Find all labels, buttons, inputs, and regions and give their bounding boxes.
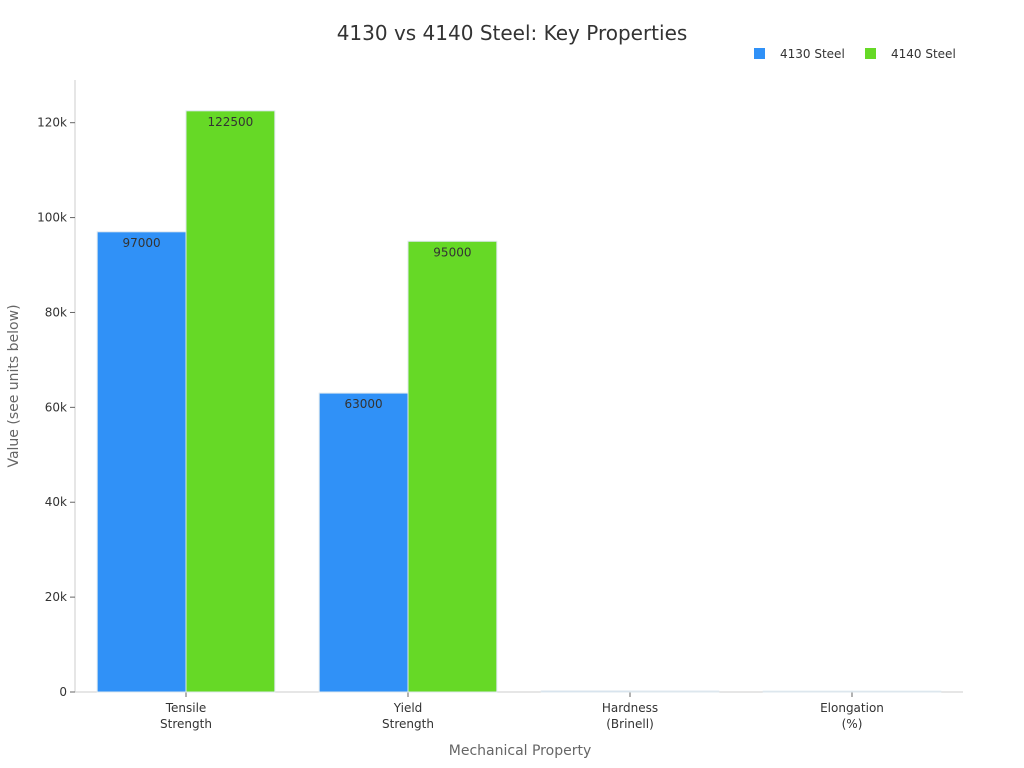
bar-value-label: 95000 bbox=[433, 245, 471, 259]
bar bbox=[762, 690, 853, 693]
bar-value-label: 97000 bbox=[123, 236, 161, 250]
y-axis-ticks: 0 20k 40k 60k 80k 100k 120k bbox=[37, 116, 75, 699]
chart-title: 4130 vs 4140 Steel: Key Properties bbox=[337, 21, 688, 45]
y-tick-label: 60k bbox=[45, 400, 67, 414]
legend-swatch bbox=[865, 48, 876, 59]
bar-value-label: 63000 bbox=[345, 397, 383, 411]
x-tick-label: Yield Strength bbox=[382, 701, 434, 731]
y-tick-label: 20k bbox=[45, 590, 67, 604]
y-tick-label: 40k bbox=[45, 495, 67, 509]
bar-labels: 97000 122500 63000 95000 bbox=[123, 115, 472, 411]
x-axis-ticks: Tensile Strength Yield Strength Hardness (Bri… bbox=[160, 692, 884, 731]
legend-label: 4130 Steel bbox=[780, 47, 845, 61]
bar bbox=[540, 690, 631, 693]
bar bbox=[851, 690, 942, 693]
bars bbox=[96, 110, 942, 693]
bar bbox=[407, 240, 498, 693]
y-tick-label: 0 bbox=[59, 685, 67, 699]
y-axis-title: Value (see units below) bbox=[6, 304, 22, 467]
x-tick-label: Tensile Strength bbox=[160, 701, 212, 731]
y-tick-label: 80k bbox=[45, 305, 67, 319]
bar bbox=[185, 110, 276, 693]
y-tick-label: 120k bbox=[37, 116, 67, 130]
legend-swatch bbox=[754, 48, 765, 59]
legend: 4130 Steel 4140 Steel bbox=[754, 47, 956, 61]
y-tick-label: 100k bbox=[37, 211, 67, 225]
bar bbox=[629, 690, 720, 693]
bar bbox=[318, 392, 409, 693]
x-tick-label: Hardness (Brinell) bbox=[602, 701, 658, 731]
bar bbox=[96, 231, 187, 693]
x-axis-title: Mechanical Property bbox=[449, 743, 591, 759]
x-tick-label: Elongation (%) bbox=[820, 701, 884, 731]
bar-value-label: 122500 bbox=[207, 115, 253, 129]
legend-label: 4140 Steel bbox=[891, 47, 956, 61]
